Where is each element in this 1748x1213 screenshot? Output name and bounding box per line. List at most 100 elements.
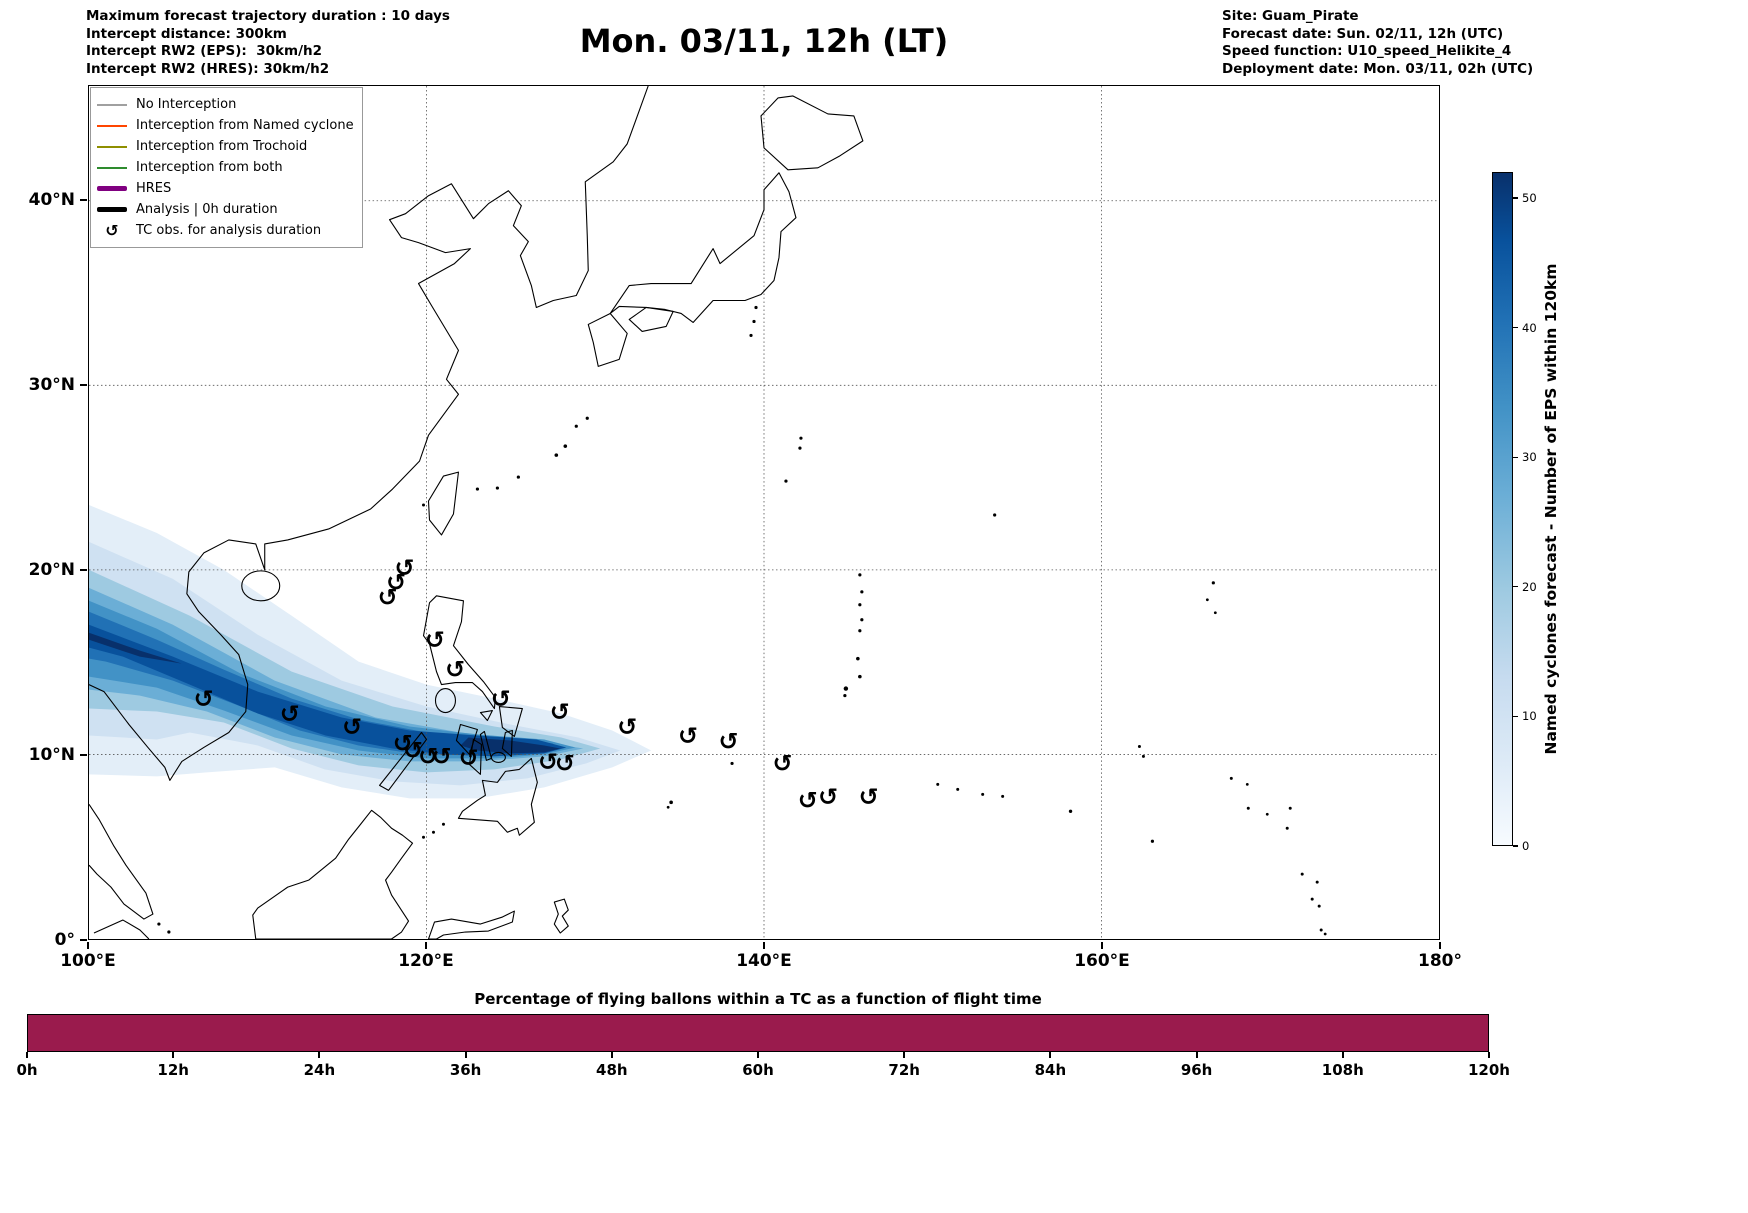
colorbar-tick-mark: [1513, 326, 1518, 329]
hokkaido-island: [760, 95, 864, 171]
panay-island: [455, 723, 478, 755]
bottom-tick-label: 36h: [449, 1061, 482, 1079]
x-tick-mark: [763, 942, 765, 949]
tc-obs-icon: ↺: [105, 220, 119, 240]
tc-obs-symbol: ↺: [393, 729, 413, 757]
colorbar-tick-label: 10: [1522, 709, 1537, 724]
tc-obs-symbol: ↺: [445, 656, 465, 684]
map-x-axis: 100°E 120°E 140°E 160°E 180°: [60, 940, 1462, 982]
y-tick-label: 20°N: [28, 560, 75, 580]
legend-item: Analysis | 0h duration: [97, 199, 354, 220]
colorbar-tick-mark: [1513, 586, 1518, 588]
palawan-island: [379, 731, 428, 791]
probability-plume: [89, 505, 652, 799]
tc-obs-symbol: ↺: [719, 727, 739, 755]
bottom-tick-label: 0h: [16, 1061, 38, 1079]
legend-label: Interception from Named cyclone: [136, 118, 354, 133]
cebu-island: [479, 730, 492, 761]
kyushu-island: [587, 312, 628, 367]
hainan-island: [241, 570, 281, 602]
x-tick-label: 160°E: [1074, 951, 1130, 971]
tc-obs-symbol: ↺: [550, 698, 570, 726]
param-line: Intercept distance: 300km: [86, 25, 287, 42]
mindanao-island: [457, 757, 538, 836]
legend-label: TC obs. for analysis duration: [136, 223, 322, 238]
legend-item: ↺ TC obs. for analysis duration: [97, 220, 354, 241]
x-tick-label: 100°E: [60, 951, 116, 971]
legend-label: No Interception: [136, 97, 237, 112]
mindoro-island: [434, 688, 457, 714]
bottom-chart-x-axis: 0h 12h 24h 36h 48h 60h 72h 84h 96h 108h 120h: [16, 1052, 1510, 1092]
honshu-island: [609, 172, 797, 323]
tc-obs-symbol: ↺: [378, 584, 398, 612]
coastlines: [89, 86, 1327, 939]
legend-item: No Interception: [97, 94, 354, 115]
colorbar-ticks: 0 10 20 30 40 50: [1513, 172, 1558, 853]
bottom-chart-title: Percentage of flying ballons within a TC…: [474, 990, 1042, 1008]
bottom-tick-label: 108h: [1321, 1061, 1364, 1079]
tc-obs-symbol: ↺: [425, 626, 445, 654]
legend-item: Interception from Named cyclone: [97, 115, 354, 136]
bottom-tick-mark: [172, 1052, 175, 1058]
luzon-island: [422, 595, 496, 710]
tc-obs-symbol: ↺: [280, 700, 300, 728]
negros-island: [468, 738, 482, 775]
tc-obs-symbol: ↺: [459, 744, 479, 772]
small-islands: [157, 305, 1327, 936]
colorbar-tick-mark: [1513, 845, 1518, 847]
taiwan-island: [427, 471, 460, 536]
forecast-parameters: Maximum forecast trajectory duration : 1…: [86, 8, 450, 78]
colorbar-tick-mark: [1513, 456, 1518, 458]
tc-obs-symbol: ↺: [394, 554, 414, 582]
halmahera-island: [553, 898, 569, 934]
leyte-island: [501, 729, 513, 757]
bottom-tick-label: 120h: [1468, 1061, 1510, 1079]
param-line: Maximum forecast trajectory duration : 1…: [86, 8, 450, 24]
x-tick-label: 120°E: [398, 951, 454, 971]
info-line: Deployment date: Mon. 03/11, 02h (UTC): [1222, 60, 1534, 77]
bottom-tick-mark: [610, 1052, 613, 1058]
legend-line-swatch: [97, 103, 127, 106]
sulawesi-island: [427, 910, 515, 939]
bottom-tick-mark: [464, 1052, 467, 1058]
tc-obs-symbol: ↺: [678, 722, 698, 750]
legend-line-swatch: [97, 124, 127, 127]
colorbar-tick-label: 0: [1522, 839, 1530, 853]
tc-observations: ↺↺ ↺↺↺↺↺ ↺ ↺↺↺↺ ↺ ↺↺↺ ↺ ↺↺↺↺↺↺↺: [194, 554, 879, 815]
bottom-tick-label: 84h: [1034, 1061, 1067, 1079]
bottom-tick-label: 60h: [742, 1061, 774, 1079]
samar-island: [498, 705, 523, 738]
colorbar-tick-label: 20: [1522, 579, 1537, 594]
bottom-tick-mark: [1341, 1052, 1344, 1058]
tc-obs-symbol: ↺: [432, 742, 452, 770]
y-tick-label: 10°N: [28, 745, 75, 765]
y-tick-mark: [80, 754, 87, 756]
colorbar-tick-label: 40: [1522, 320, 1537, 335]
bottom-tick-mark: [1488, 1052, 1490, 1058]
y-tick-mark: [80, 199, 87, 201]
tc-obs-symbol: ↺: [418, 742, 438, 770]
legend-line-swatch: [97, 166, 127, 169]
tc-obs-symbol: ↺: [617, 713, 637, 741]
x-tick-mark: [1439, 942, 1441, 949]
y-tick-label: 0°: [54, 930, 75, 950]
asia-mainland-coast: [89, 86, 649, 781]
colorbar-tick-label: 50: [1522, 190, 1537, 205]
site-info: Site: Guam_Pirate Forecast date: Sun. 02…: [1222, 8, 1533, 78]
legend-item: Interception from both: [97, 157, 354, 178]
colorbar-label: Named cyclones forecast - Number of EPS …: [1542, 263, 1560, 755]
map-canvas: ↺↺ ↺↺↺↺↺ ↺ ↺↺↺↺ ↺ ↺↺↺ ↺ ↺↺↺↺↺↺↺: [89, 86, 1439, 939]
figure-title: Mon. 03/11, 12h (LT): [579, 22, 949, 60]
legend-item: Interception from Trochoid: [97, 136, 354, 157]
tc-obs-symbol: ↺: [491, 685, 511, 713]
legend-label: Analysis | 0h duration: [136, 202, 278, 217]
y-tick-mark: [80, 939, 87, 941]
bottom-tick-label: 72h: [888, 1061, 920, 1079]
y-tick-mark: [80, 569, 87, 571]
map-plot: ↺ ↺ ↺ ↺ ↺ ↺ ↺ ↺ ↺ ↺ ↺ ↺ ↺ ↺ ↺ ↺ ↺ ↺ ↺ ↺ ↺ ↺ ↺ ↺ No Interception…: [88, 85, 1440, 940]
tc-obs-symbol: ↺: [386, 569, 406, 597]
bottom-tick-label: 12h: [157, 1061, 189, 1079]
shikoku-island: [628, 306, 674, 332]
legend-label: HRES: [136, 181, 172, 196]
info-line: Speed function: U10_speed_Helikite_4: [1222, 43, 1512, 59]
